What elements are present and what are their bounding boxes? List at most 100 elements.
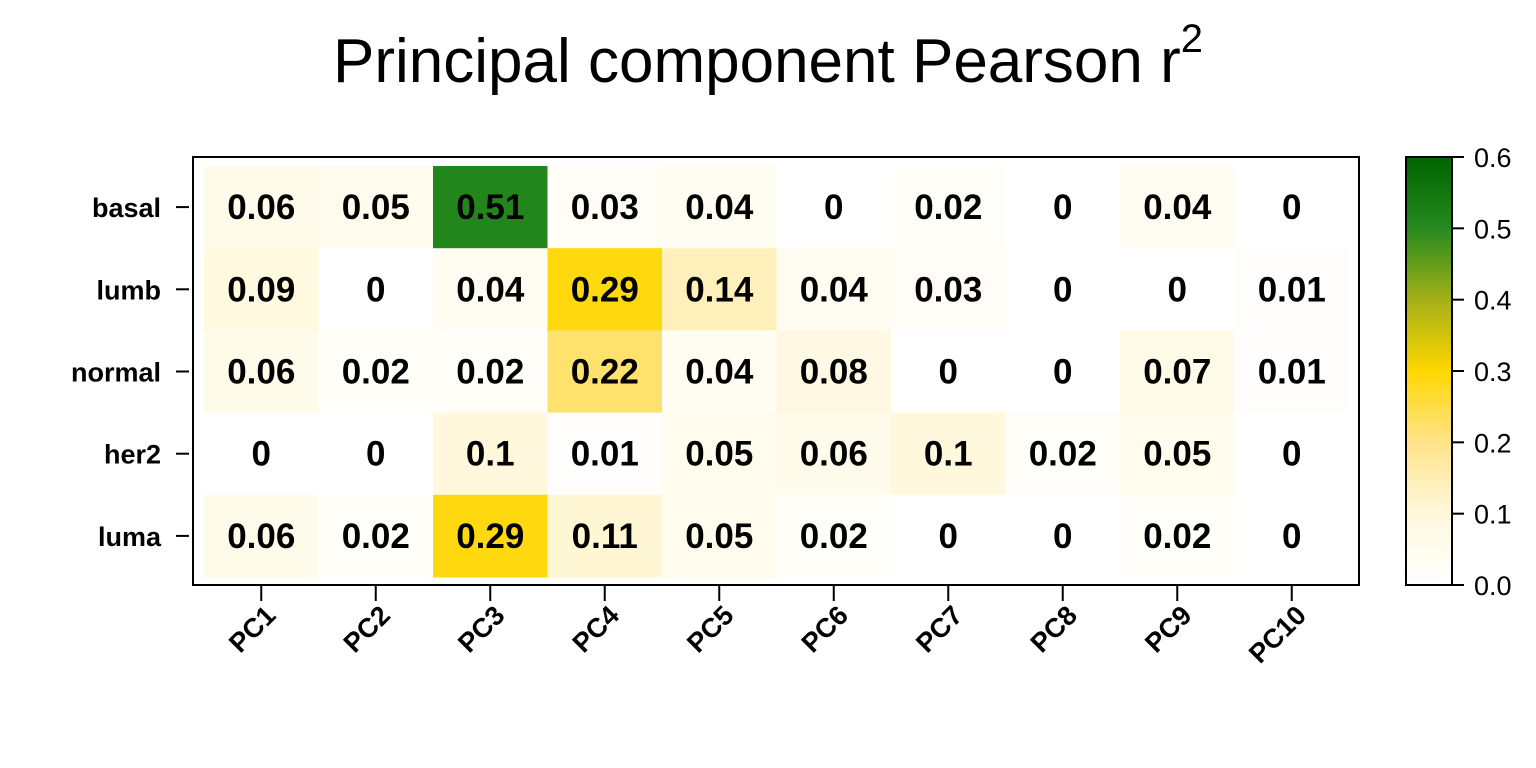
colorbar-tick-label: 0.0: [1474, 571, 1512, 601]
cell-value-label: 0.05: [685, 517, 753, 556]
cell-value-label: 0.06: [227, 517, 295, 556]
heatmap-cell-normal-PC4: [547, 330, 663, 414]
heatmap-cell-her2-PC2: [318, 412, 434, 496]
heatmap-cell-lumb-PC4: [547, 248, 663, 331]
heatmap-cell-luma-PC9: [1120, 494, 1235, 578]
heatmap-cell-lumb-PC1: [204, 248, 319, 331]
heatmap-cell-lumb-PC6: [776, 248, 892, 331]
heatmap-cell-luma-PC6: [776, 494, 892, 578]
plot-frame: [192, 156, 1360, 586]
cell-value-label: 0.06: [800, 435, 868, 474]
cell-value-label: 0.02: [914, 188, 982, 227]
heatmap-cell-normal-PC1: [204, 330, 319, 414]
cell-value-label: 0: [939, 517, 958, 556]
colorbar-ticks: 0.0 0.1 0.2 0.3 0.4 0.5 0.6: [1452, 143, 1512, 601]
heatmap-cell-lumb-PC9: [1120, 248, 1235, 331]
heatmap-cell-luma-PC8: [1005, 494, 1121, 578]
heatmap-cell-normal-PC5: [662, 330, 777, 414]
heatmap-cell-basal-PC2: [318, 166, 434, 249]
heatmap-cell-luma-PC7: [891, 494, 1006, 578]
cell-value-label: 0.22: [571, 353, 639, 392]
colorbar-tick-label: 0.4: [1474, 286, 1512, 316]
cell-value-label: 0.02: [456, 353, 524, 392]
row-label-normal: normal: [71, 358, 161, 388]
row-axis: basal lumb normal her2 luma: [71, 193, 189, 552]
heatmap-cell-lumb-PC5: [662, 248, 777, 331]
heatmap-cell-luma-PC4: [547, 494, 663, 578]
heatmap-cell-her2-PC8: [1005, 412, 1121, 496]
column-label-PC7: PC7: [910, 600, 968, 658]
column-label-PC2: PC2: [338, 600, 396, 658]
row-label-her2: her2: [104, 440, 161, 470]
heatmap-cell-normal-PC9: [1120, 330, 1235, 414]
cell-value-label: 0.06: [227, 188, 295, 227]
cell-value-label: 0: [1053, 188, 1072, 227]
column-label-PC4: PC4: [567, 600, 625, 658]
heatmap-cell-her2-PC7: [891, 412, 1006, 496]
cell-value-label: 0.29: [456, 517, 524, 556]
cell-value-label: 0.04: [800, 270, 869, 309]
cell-value-label: 0.29: [571, 270, 639, 309]
heatmap-cell-normal-PC6: [776, 330, 892, 414]
heatmap-cell-her2-PC1: [204, 412, 319, 496]
cell-value-label: 0: [1053, 517, 1072, 556]
cell-value-label: 0.14: [685, 270, 754, 309]
cell-value-label: 0: [1053, 353, 1072, 392]
cell-value-label: 0: [1282, 435, 1301, 474]
heatmap-cell-basal-PC6: [776, 166, 892, 249]
colorbar-tick-label: 0.6: [1474, 143, 1512, 173]
heatmap-cell-lumb-PC10: [1234, 248, 1350, 331]
cell-value-label: 0.1: [466, 435, 515, 474]
heatmap-cell-her2-PC5: [662, 412, 777, 496]
heatmap-cell-normal-PC8: [1005, 330, 1121, 414]
cell-value-label: 0.04: [1143, 188, 1212, 227]
row-label-lumb: lumb: [97, 275, 162, 305]
column-label-PC3: PC3: [452, 600, 510, 658]
heatmap-cell-basal-PC5: [662, 166, 777, 249]
cell-value-label: 0.51: [456, 188, 524, 227]
cell-value-label: 0.02: [1143, 517, 1211, 556]
column-label-PC1: PC1: [223, 600, 281, 658]
row-label-luma: luma: [98, 522, 162, 552]
heatmap-cell-her2-PC10: [1234, 412, 1350, 496]
cell-value-label: 0: [1282, 188, 1301, 227]
cell-value-label: 0.08: [800, 353, 868, 392]
column-label-PC8: PC8: [1025, 600, 1083, 658]
heatmap-cell-normal-PC10: [1234, 330, 1350, 414]
colorbar-tick-label: 0.1: [1474, 500, 1512, 530]
heatmap-cell-luma-PC2: [318, 494, 434, 578]
cell-value-label: 0.09: [227, 270, 295, 309]
cell-value-label: 0.04: [685, 353, 754, 392]
colorbar-gradient: [1405, 156, 1453, 586]
cell-value-label: 0.03: [914, 270, 982, 309]
column-label-PC5: PC5: [681, 600, 739, 658]
chart-title-superscript: 2: [1181, 17, 1203, 61]
heatmap-cell-lumb-PC8: [1005, 248, 1121, 331]
cell-value-label: 0.02: [800, 517, 868, 556]
heatmap-cell-basal-PC8: [1005, 166, 1121, 249]
heatmap-cell-her2-PC4: [547, 412, 663, 496]
heatmap-cell-basal-PC7: [891, 166, 1006, 249]
cell-value-label: 0.02: [342, 353, 410, 392]
heatmap-cell-normal-PC7: [891, 330, 1006, 414]
cell-value-label: 0.01: [571, 435, 639, 474]
colorbar-tick-label: 0.2: [1474, 428, 1512, 458]
column-axis: PC1 PC2 PC3 PC4 PC5 PC6 PC7 PC8 PC9 PC10: [223, 586, 1312, 669]
column-label-PC10: PC10: [1243, 600, 1312, 669]
row-label-basal: basal: [92, 193, 161, 223]
chart-title: Principal component Pearson r2: [333, 17, 1203, 96]
heatmap-cell-luma-PC1: [204, 494, 319, 578]
cell-value-label: 0.02: [1029, 435, 1097, 474]
heatmap-cell-labels: 0.06 0.05 0.51 0.03 0.04 0 0.02 0 0.04 0 0.09 0 0.04…: [227, 188, 1326, 556]
heatmap-cell-lumb-PC7: [891, 248, 1006, 331]
cell-value-label: 0: [366, 435, 385, 474]
heatmap-cell-luma-PC5: [662, 494, 777, 578]
cell-value-label: 0.05: [685, 435, 753, 474]
heatmap-cell-basal-PC3: [433, 166, 548, 249]
colorbar: 0.0 0.1 0.2 0.3 0.4 0.5 0.6: [1405, 143, 1512, 601]
cell-value-label: 0.03: [571, 188, 639, 227]
heatmap-cell-normal-PC2: [318, 330, 434, 414]
cell-value-label: 0.1: [924, 435, 973, 474]
heatmap-cell-lumb-PC2: [318, 248, 434, 331]
